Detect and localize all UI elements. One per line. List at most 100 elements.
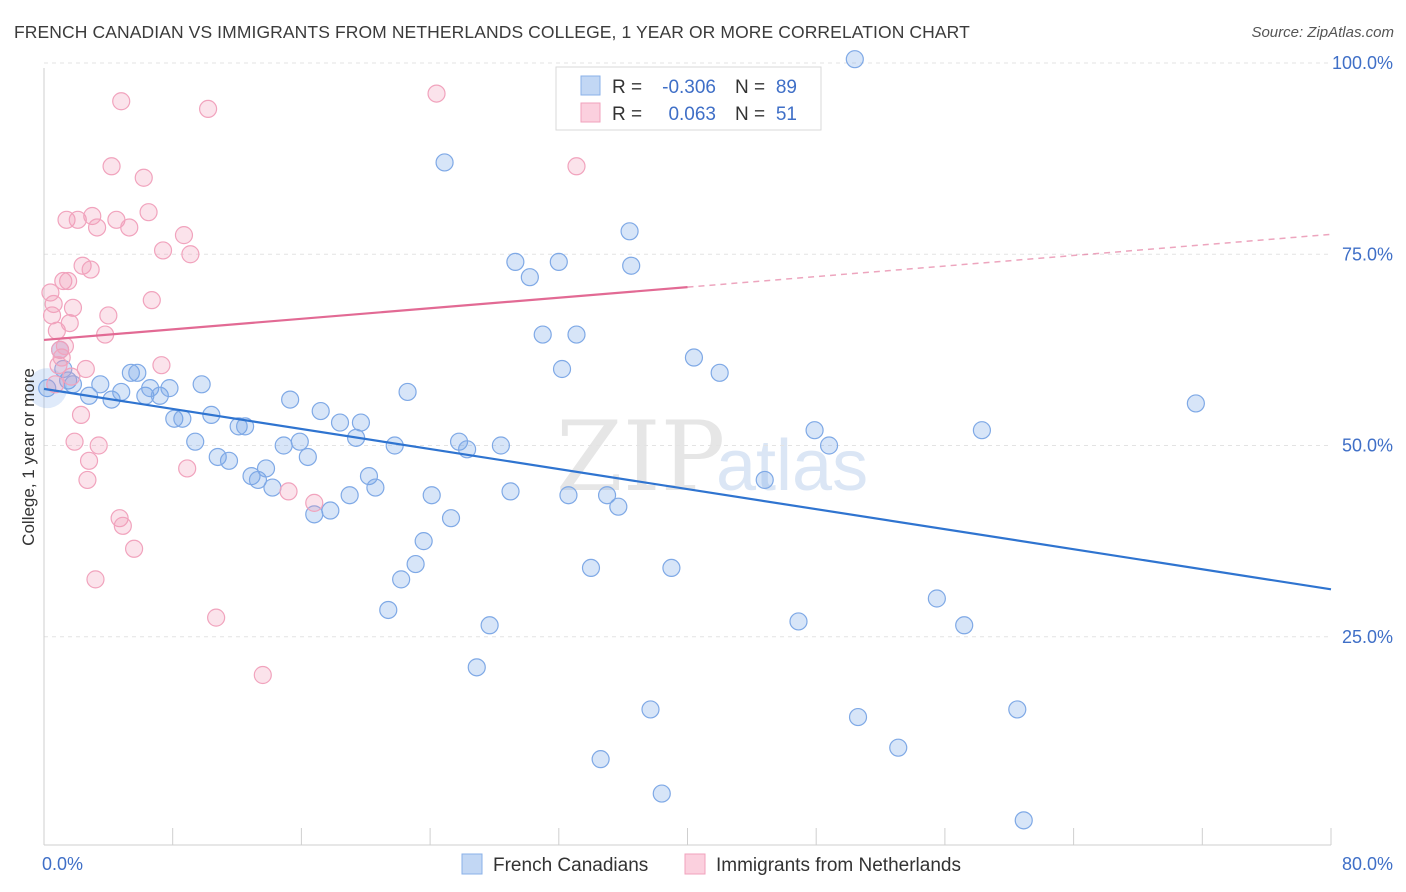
point-french-canadians-53	[480, 616, 499, 635]
point-french-canadians-49	[441, 509, 461, 528]
point-french-canadians-68	[622, 256, 641, 275]
watermark-atlas: atlas	[716, 426, 868, 506]
point-french-canadians-80	[889, 738, 908, 757]
point-french-canadians-78	[845, 50, 864, 69]
point-netherlands-34	[134, 168, 153, 187]
point-french-canadians-52	[467, 658, 486, 677]
point-netherlands-31	[113, 516, 132, 535]
point-french-canadians-26	[256, 459, 276, 478]
point-french-canadians-61	[559, 486, 578, 505]
point-netherlands-41	[181, 245, 200, 264]
series-french-canadians-points	[27, 50, 1205, 830]
point-french-canadians-10	[128, 363, 147, 382]
point-netherlands-0	[41, 283, 60, 302]
point-french-canadians-43	[392, 570, 411, 589]
watermark: ZIP atlas	[556, 401, 868, 513]
point-french-canadians-27	[263, 478, 282, 497]
point-netherlands-46	[305, 493, 324, 512]
point-netherlands-18	[78, 470, 97, 490]
point-french-canadians-47	[422, 486, 441, 505]
point-french-canadians-33	[311, 401, 330, 421]
stats-r-value-blue: -0.306	[662, 77, 716, 98]
point-french-canadians-34	[321, 501, 340, 520]
point-french-canadians-74	[755, 470, 774, 490]
point-netherlands-47	[427, 84, 446, 103]
trend-line-solid-1	[43, 286, 688, 342]
point-netherlands-33	[124, 539, 144, 558]
x-tick-label-min: 0.0%	[42, 854, 83, 874]
legend-swatch-netherlands	[684, 853, 706, 875]
point-netherlands-45	[279, 482, 298, 501]
stats-legend-swatch-blue	[580, 75, 601, 96]
point-french-canadians-73	[710, 363, 729, 382]
point-netherlands-8	[55, 336, 75, 356]
point-french-canadians-58	[533, 325, 552, 344]
point-french-canadians-63	[581, 558, 601, 578]
point-french-canadians-18	[192, 375, 211, 394]
point-french-canadians-46	[414, 532, 433, 551]
point-french-canadians-23	[235, 417, 255, 436]
y-axis-title: College, 1 year or more	[19, 368, 38, 546]
point-netherlands-24	[89, 436, 108, 455]
series-legend: French Canadians Immigrants from Netherl…	[461, 853, 961, 876]
y-tick-label-0: 25.0%	[1342, 627, 1393, 647]
point-french-canadians-16	[173, 409, 192, 428]
point-french-canadians-62	[567, 325, 586, 344]
point-french-canadians-28	[274, 436, 293, 455]
point-netherlands-14	[68, 210, 87, 229]
point-netherlands-27	[102, 157, 121, 176]
point-french-canadians-66	[609, 497, 628, 516]
stats-r-value-pink: 0.063	[668, 104, 716, 125]
point-french-canadians-9	[121, 363, 140, 382]
point-french-canadians-75	[789, 612, 808, 631]
point-netherlands-21	[83, 206, 102, 226]
point-netherlands-23	[87, 218, 107, 237]
stats-n-value-blue: 89	[776, 77, 797, 98]
point-french-canadians-20	[208, 447, 227, 467]
point-french-canadians-13	[150, 386, 169, 405]
point-netherlands-40	[178, 459, 197, 478]
point-netherlands-12	[63, 298, 83, 317]
point-french-canadians-57	[520, 268, 539, 287]
point-french-canadians-72	[684, 348, 704, 367]
x-tick-label-max: 80.0%	[1342, 854, 1393, 874]
point-netherlands-22	[86, 570, 105, 589]
point-netherlands-50	[60, 314, 79, 333]
point-netherlands-19	[79, 451, 99, 470]
point-french-canadians-44	[398, 382, 417, 402]
point-french-canadians-36	[340, 486, 359, 505]
point-netherlands-6	[52, 348, 71, 367]
axes	[43, 68, 1332, 846]
point-netherlands-36	[142, 291, 161, 310]
point-french-canadians-29	[281, 390, 300, 409]
point-netherlands-32	[120, 218, 139, 237]
point-netherlands-42	[198, 99, 218, 119]
stats-legend: R = -0.306 N = 89 R = 0.063 N = 51	[555, 66, 822, 131]
point-netherlands-39	[174, 226, 194, 245]
point-netherlands-37	[152, 356, 171, 375]
point-netherlands-11	[62, 367, 81, 386]
y-tick-labels: 25.0% 50.0% 75.0% 100.0%	[1332, 53, 1393, 647]
point-french-canadians-30	[290, 432, 309, 451]
trend-line-dashed-1	[687, 233, 1332, 288]
point-netherlands-30	[112, 92, 131, 111]
y-tick-label-3: 100.0%	[1332, 53, 1393, 73]
point-french-canadians-64	[591, 750, 610, 769]
y-tick-label-1: 50.0%	[1342, 436, 1393, 456]
point-french-canadians-79	[848, 707, 868, 727]
stats-legend-swatch-pink	[580, 102, 601, 123]
point-french-canadians-65	[597, 486, 617, 505]
point-netherlands-38	[153, 241, 173, 260]
point-netherlands-43	[207, 608, 226, 627]
point-french-canadians-38	[351, 413, 371, 432]
point-netherlands-20	[81, 260, 100, 279]
point-french-canadians-56	[506, 252, 525, 271]
point-french-canadians-85	[1014, 811, 1033, 830]
series-netherlands-points	[41, 84, 586, 685]
point-french-canadians-6	[91, 375, 110, 394]
point-netherlands-10	[59, 271, 78, 291]
point-french-canadians-67	[620, 222, 639, 241]
stats-n-value-pink: 51	[776, 104, 797, 125]
point-french-canadians-86	[1186, 394, 1205, 413]
